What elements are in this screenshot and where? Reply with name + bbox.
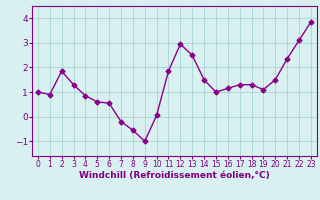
X-axis label: Windchill (Refroidissement éolien,°C): Windchill (Refroidissement éolien,°C) [79, 171, 270, 180]
